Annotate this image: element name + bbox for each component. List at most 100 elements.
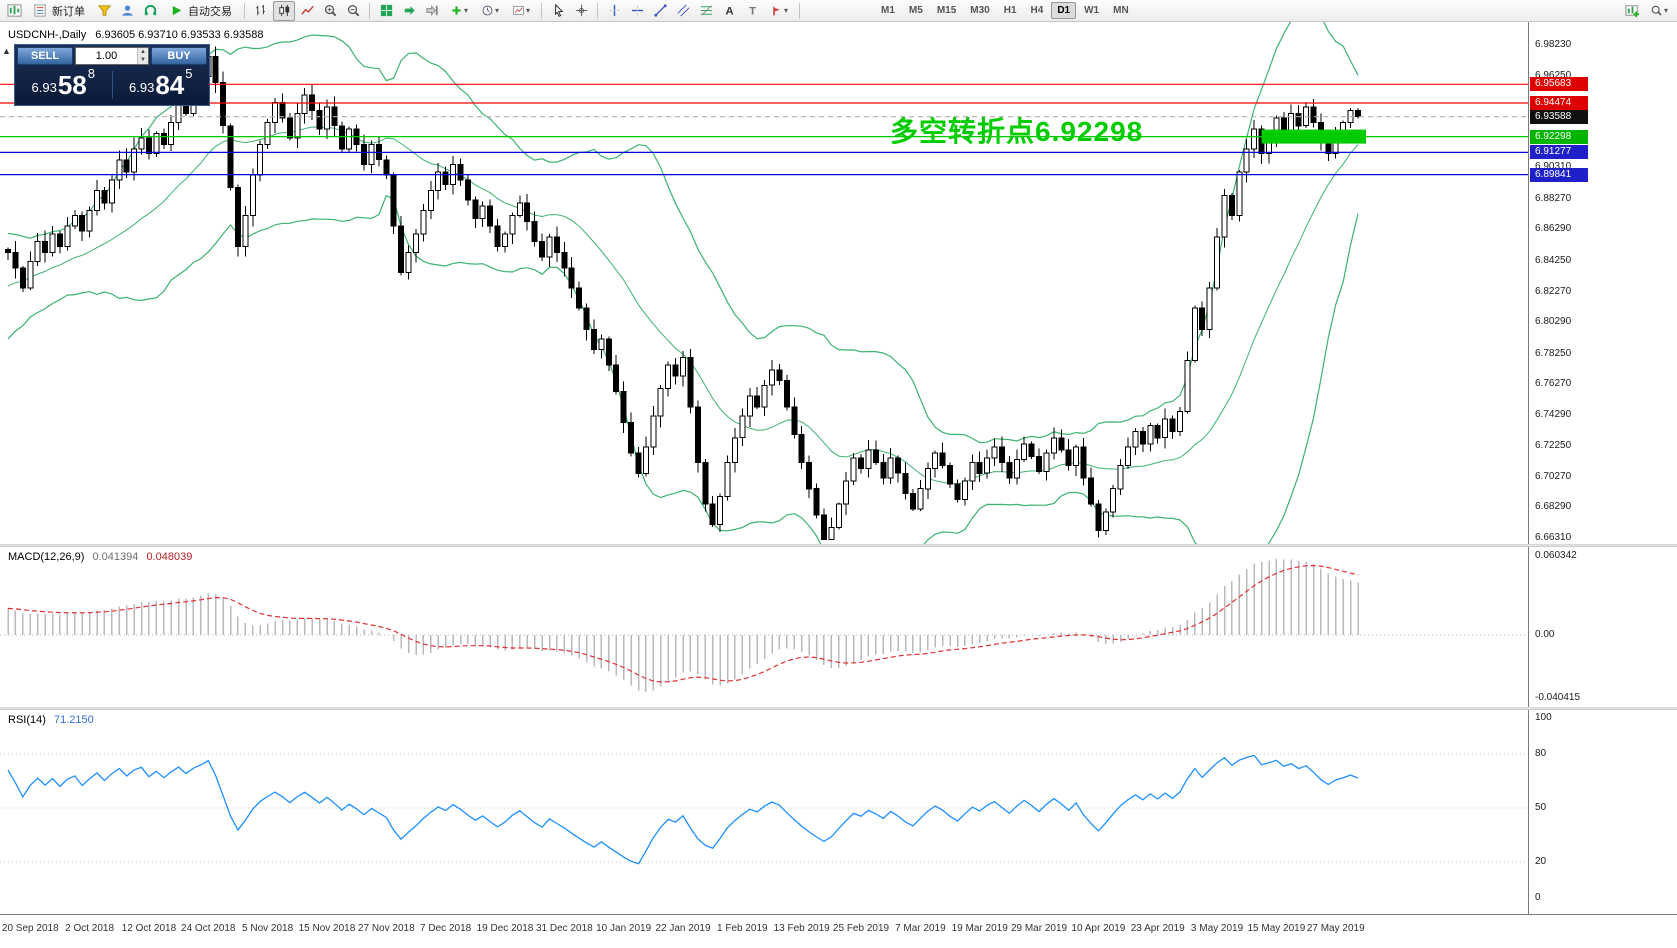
horizontal-line-tool-icon[interactable] bbox=[626, 1, 648, 21]
time-label: 27 Nov 2018 bbox=[357, 923, 415, 934]
scale-label: 20 bbox=[1535, 856, 1547, 867]
bollinger-bands bbox=[7, 22, 1359, 544]
auto-scroll-icon[interactable] bbox=[398, 1, 420, 21]
timeframe-button-mn[interactable]: MN bbox=[1113, 5, 1129, 16]
panel-splitter[interactable] bbox=[0, 707, 1677, 710]
new-chart-icon[interactable] bbox=[1621, 1, 1643, 21]
rsi-scale[interactable]: 100 80 50 20 0 bbox=[1528, 710, 1677, 914]
time-label: 12 Oct 2018 bbox=[121, 923, 177, 934]
scale-label: 6.90310 bbox=[1535, 161, 1571, 172]
price-chart[interactable] bbox=[0, 22, 1528, 544]
new-order-button[interactable]: 新订单 bbox=[26, 1, 92, 21]
new-order-icon bbox=[34, 4, 46, 17]
chevron-down-icon: ▾ bbox=[494, 5, 499, 15]
macd-panel[interactable]: MACD(12,26,9) 0.041394 0.048039 0.060342… bbox=[0, 547, 1677, 707]
main-toolbar: 新订单 自动交易 ▾ ▾ ▾ A T ▾ M1 M5 M15 M30 H1 H4 D1 W1 M… bbox=[0, 0, 1677, 22]
volume-stepper: ▲ ▼ bbox=[137, 48, 148, 64]
text-tool-icon[interactable]: A bbox=[718, 1, 740, 21]
scale-label: 6.74290 bbox=[1535, 408, 1572, 420]
sell-price-prefix: 6.93 bbox=[31, 80, 57, 95]
sell-button[interactable]: SELL bbox=[17, 47, 73, 65]
price-badge: 6.92298 bbox=[1530, 129, 1588, 144]
volume-field: ▲ ▼ bbox=[75, 47, 149, 65]
tile-windows-icon[interactable] bbox=[375, 1, 397, 21]
crosshair-tool-icon[interactable] bbox=[570, 1, 592, 21]
fibonacci-tool-icon[interactable] bbox=[695, 1, 717, 21]
buy-price-display[interactable]: 6.93 84 5 bbox=[113, 66, 210, 102]
rsi-label: RSI(14) 71.2150 bbox=[8, 714, 94, 726]
community-icon[interactable] bbox=[116, 1, 138, 21]
scale-label: 6.66310 bbox=[1535, 532, 1572, 543]
price-chart-panel[interactable]: USDCNH-,Daily 6.93605 6.93710 6.93533 6.… bbox=[0, 22, 1677, 544]
timeframe-button-m1[interactable]: M1 bbox=[881, 5, 895, 16]
one-click-collapse-toggle[interactable]: ▲ bbox=[2, 46, 11, 56]
vertical-line-tool-icon[interactable] bbox=[603, 1, 625, 21]
price-badge: 6.93588 bbox=[1530, 109, 1588, 124]
price-scale[interactable]: 6.982306.962506.942706.922906.903106.882… bbox=[1528, 22, 1677, 544]
pivot-annotation-text[interactable]: 多空转折点6.92298 bbox=[890, 116, 1144, 147]
sell-price-big: 58 bbox=[57, 70, 87, 100]
time-scale[interactable]: 20 Sep 2018 2 Oct 2018 12 Oct 2018 24 Oct 2… bbox=[0, 914, 1677, 948]
rsi-chart[interactable] bbox=[0, 710, 1528, 914]
toolbar-separator bbox=[541, 2, 542, 19]
panel-splitter[interactable] bbox=[0, 544, 1677, 547]
autotrading-button[interactable]: 自动交易 bbox=[162, 1, 239, 21]
metaeditor-icon[interactable] bbox=[93, 1, 115, 21]
rsi-value: 71.2150 bbox=[53, 714, 94, 726]
scale-label: 6.88270 bbox=[1535, 192, 1572, 204]
periods-menu-button[interactable]: ▾ bbox=[475, 1, 505, 21]
chart-window-icon[interactable] bbox=[3, 1, 25, 21]
cursor-tool-icon[interactable] bbox=[547, 1, 569, 21]
scale-label: 6.68290 bbox=[1535, 501, 1572, 513]
timeframe-button-h4[interactable]: H4 bbox=[1030, 5, 1044, 16]
timeframe-button-w1[interactable]: W1 bbox=[1084, 5, 1100, 16]
zoom-out-icon[interactable] bbox=[342, 1, 364, 21]
volume-input[interactable] bbox=[76, 48, 137, 64]
timeframe-button-d1[interactable]: D1 bbox=[1051, 2, 1077, 19]
price-divider bbox=[111, 71, 113, 99]
sell-price-display[interactable]: 6.93 58 8 bbox=[15, 66, 112, 102]
new-order-label: 新订单 bbox=[52, 5, 85, 18]
line-chart-mode-icon[interactable] bbox=[296, 1, 318, 21]
time-label: 15 Nov 2018 bbox=[298, 923, 356, 934]
chevron-down-icon: ▾ bbox=[525, 5, 530, 15]
candlestick-chart-mode-icon[interactable] bbox=[273, 0, 295, 21]
trendline-tool-icon[interactable] bbox=[649, 1, 671, 21]
scale-label: 80 bbox=[1535, 748, 1547, 759]
volume-up-button[interactable]: ▲ bbox=[138, 48, 148, 56]
macd-scale[interactable]: 0.060342 0.00 -0.040415 bbox=[1528, 547, 1677, 707]
bollinger-lower-band bbox=[7, 194, 1359, 544]
timeframe-toolbar: M1 M5 M15 M30 H1 H4 D1 W1 MN bbox=[875, 2, 1135, 19]
scale-label: 6.80290 bbox=[1535, 316, 1572, 328]
buy-button[interactable]: BUY bbox=[151, 47, 207, 65]
indicators-menu-button[interactable]: ▾ bbox=[444, 1, 474, 21]
arrows-tool-button[interactable]: ▾ bbox=[764, 1, 794, 21]
chart-shift-icon[interactable] bbox=[421, 1, 443, 21]
time-label: 2 Oct 2018 bbox=[65, 923, 115, 934]
channel-tool-icon[interactable] bbox=[672, 1, 694, 21]
rsi-panel[interactable]: RSI(14) 71.2150 100 80 50 20 0 bbox=[0, 710, 1677, 914]
volume-down-button[interactable]: ▼ bbox=[138, 56, 148, 64]
time-label: 7 Mar 2019 bbox=[895, 923, 946, 934]
macd-chart[interactable] bbox=[0, 547, 1528, 707]
zoom-in-icon[interactable] bbox=[319, 1, 341, 21]
scale-label: 6.84250 bbox=[1535, 254, 1572, 266]
green-highlight-box[interactable] bbox=[1261, 129, 1366, 144]
bar-chart-mode-icon[interactable] bbox=[250, 1, 272, 21]
timeframe-button-m30[interactable]: M30 bbox=[970, 5, 990, 16]
time-label: 20 Sep 2018 bbox=[1, 923, 59, 934]
time-label: 10 Jan 2019 bbox=[596, 923, 652, 934]
label-tool-icon[interactable]: T bbox=[741, 1, 763, 21]
search-icon[interactable]: ▾ bbox=[1644, 1, 1674, 21]
buy-price-prefix: 6.93 bbox=[129, 80, 155, 95]
timeframe-button-m15[interactable]: M15 bbox=[936, 5, 957, 16]
time-label: 23 Apr 2019 bbox=[1130, 923, 1185, 934]
time-label: 24 Oct 2018 bbox=[181, 923, 236, 934]
market-icon[interactable] bbox=[139, 1, 161, 21]
rsi-name: RSI(14) bbox=[8, 714, 46, 726]
timeframe-button-m5[interactable]: M5 bbox=[908, 5, 923, 16]
scale-label: 6.70270 bbox=[1535, 470, 1572, 482]
timeframe-button-h1[interactable]: H1 bbox=[1003, 5, 1017, 16]
templates-menu-button[interactable]: ▾ bbox=[506, 1, 536, 21]
candlesticks bbox=[5, 46, 1361, 541]
